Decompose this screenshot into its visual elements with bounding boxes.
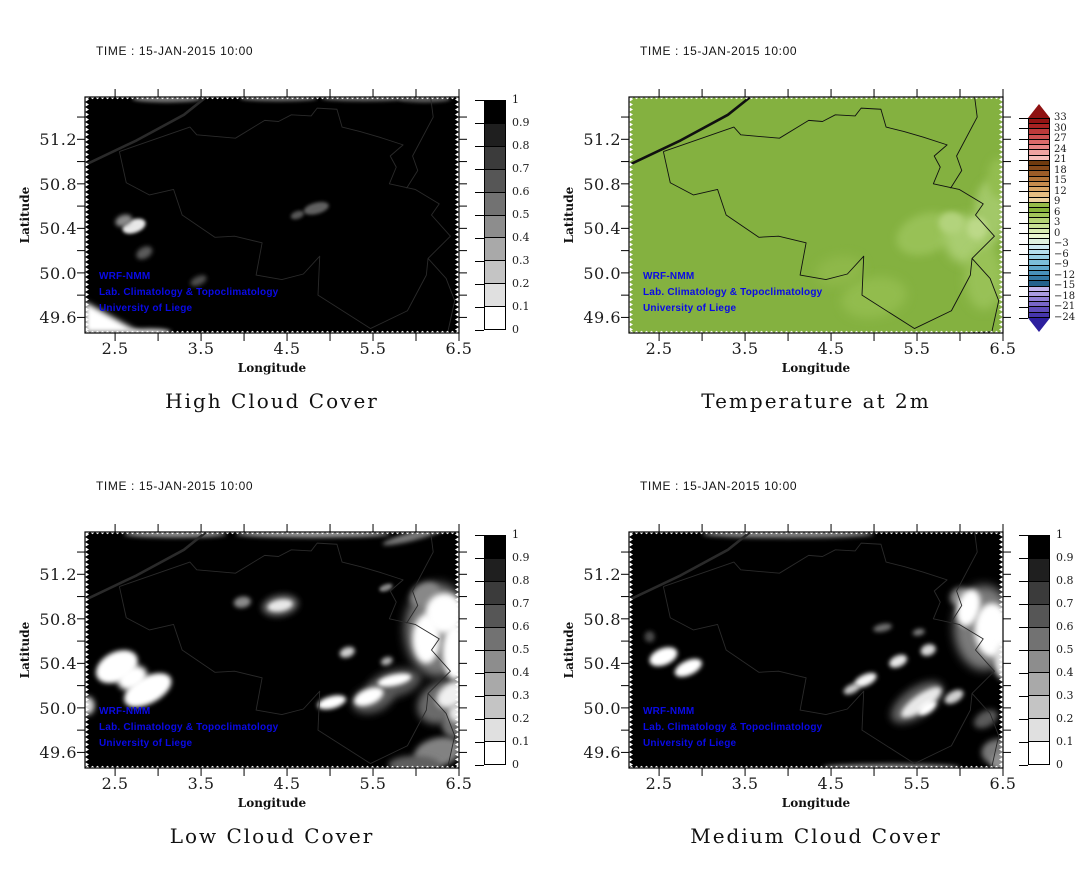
- time-label: TIME : 15-JAN-2015 10:00: [96, 44, 254, 58]
- map-high-cloud-cover: [77, 89, 467, 341]
- panel-title: Low Cloud Cover: [169, 824, 375, 848]
- panel-title: High Cloud Cover: [165, 389, 379, 413]
- panel-high-cloud-cover: TIME : 15-JAN-2015 10:00 Latitude 51.2 50…: [0, 0, 543, 434]
- panel-low-cloud-cover: TIME : 15-JAN-2015 10:00 Latitude 51.2 50…: [0, 435, 543, 869]
- x-axis-label: Longitude: [237, 361, 307, 375]
- panel-title: Medium Cloud Cover: [690, 824, 942, 848]
- panel-medium-cloud-cover: TIME : 15-JAN-2015 10:00 Latitude 51.2 50…: [544, 435, 1087, 869]
- x-axis-label: Longitude: [781, 796, 851, 810]
- time-label: TIME : 15-JAN-2015 10:00: [640, 479, 798, 493]
- time-label: TIME : 15-JAN-2015 10:00: [96, 479, 254, 493]
- x-axis-label: Longitude: [781, 361, 851, 375]
- map-medium-cloud-cover: [621, 524, 1011, 776]
- x-axis-label: Longitude: [237, 796, 307, 810]
- map-temperature-2m: [621, 89, 1011, 341]
- map-low-cloud-cover: [77, 524, 467, 776]
- time-label: TIME : 15-JAN-2015 10:00: [640, 44, 798, 58]
- panel-temperature-2m: TIME : 15-JAN-2015 10:00 Latitude 51.2 50…: [544, 0, 1087, 434]
- panel-title: Temperature at 2m: [701, 389, 931, 413]
